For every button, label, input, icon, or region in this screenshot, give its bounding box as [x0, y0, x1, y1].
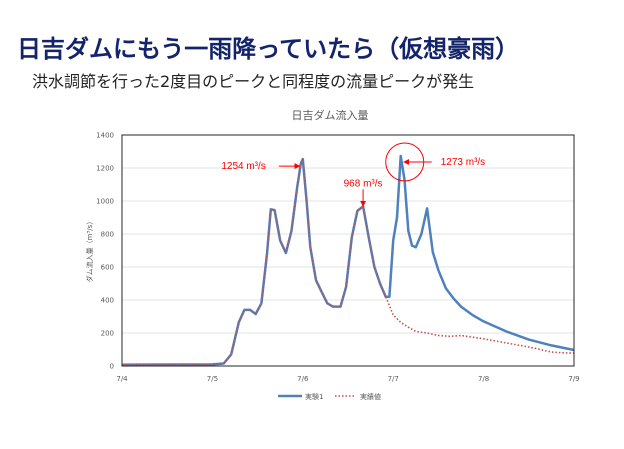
x-tick-label: 7/6 — [297, 375, 309, 383]
series-line-actual — [121, 158, 575, 366]
x-tick-label: 7/5 — [207, 375, 218, 383]
y-tick-label: 200 — [101, 330, 114, 338]
chart-title: 日吉ダム流入量 — [292, 108, 369, 122]
annotation-label: 968 m³/s — [344, 178, 383, 189]
annotations: 1254 m³/s 968 m³/s 1273 m³/s — [221, 142, 485, 207]
y-tick-label: 400 — [101, 297, 114, 305]
y-tick-label: 1000 — [96, 198, 114, 206]
annotation-circle — [385, 142, 425, 182]
slide-title: 日吉ダムにもう一雨降っていたら（仮想豪雨） — [17, 35, 520, 63]
annotation-label: 1254 m³/s — [221, 161, 265, 172]
y-tick-label: 1200 — [96, 165, 114, 173]
y-tick-label: 0 — [110, 363, 114, 371]
x-axis-ticks: 7/4 7/5 7/6 7/7 7/8 7/9 — [116, 375, 579, 383]
x-tick-label: 7/9 — [568, 375, 579, 383]
y-tick-label: 1400 — [96, 132, 114, 140]
x-tick-label: 7/4 — [116, 375, 128, 383]
plot-frame — [121, 134, 575, 367]
legend-label-actual: 実績値 — [360, 392, 381, 401]
annotation-label: 1273 m³/s — [441, 157, 485, 168]
x-tick-label: 7/8 — [478, 375, 489, 383]
x-tick-label: 7/7 — [388, 375, 399, 383]
legend: 実験1 実績値 — [278, 392, 381, 401]
y-axis-ticks: 0 200 400 600 800 1000 1200 1400 — [96, 132, 114, 371]
series-group — [121, 154, 575, 366]
y-tick-label: 800 — [101, 231, 114, 239]
y-tick-label: 600 — [101, 264, 114, 272]
legend-label-experiment: 実験1 — [305, 392, 323, 401]
y-axis-label: ダム流入量（m³/s） — [85, 218, 94, 283]
slide-subtitle: 洪水調節を行った2度目のピークと同程度の流量ピークが発生 — [32, 72, 475, 91]
